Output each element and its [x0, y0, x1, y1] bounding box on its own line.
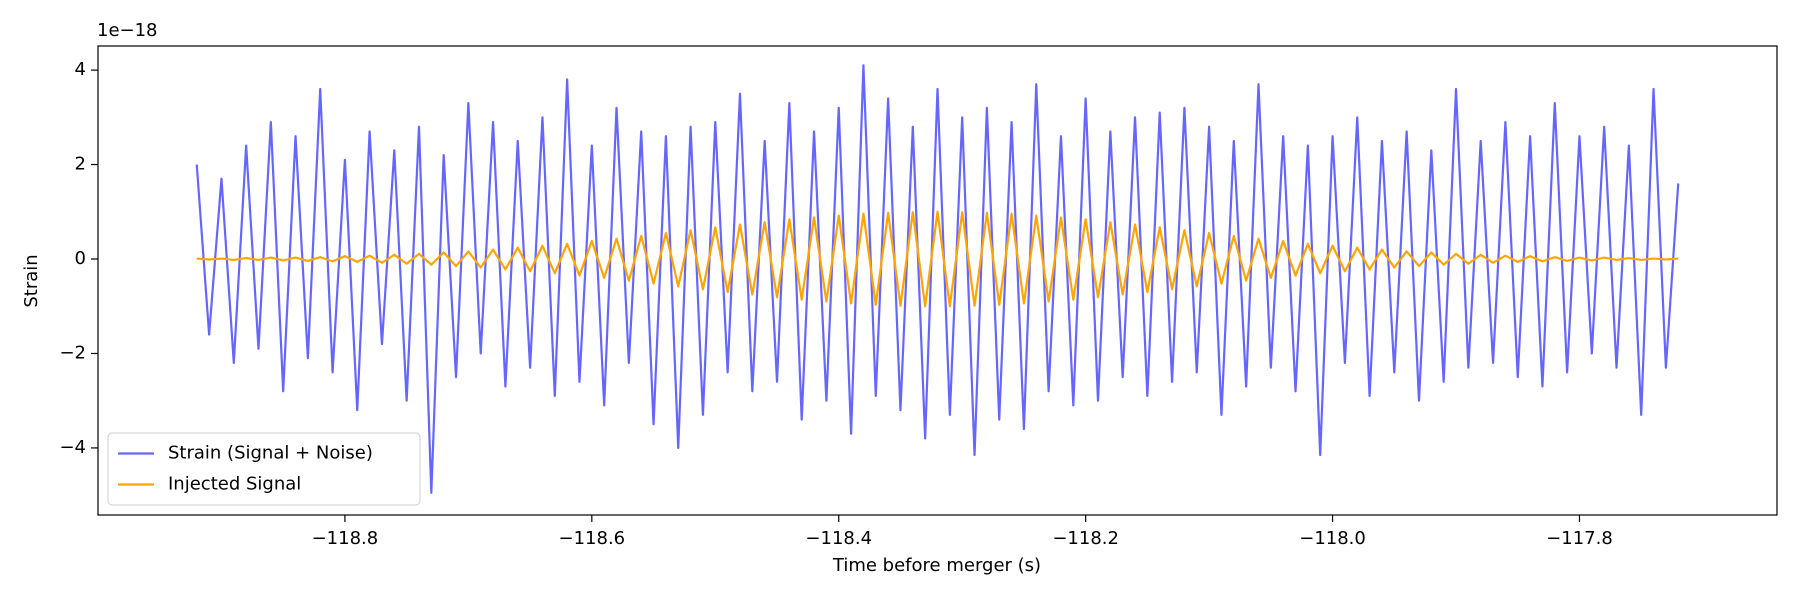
x-tick-label: −118.6 — [559, 528, 626, 549]
y-axis-label: Strain — [21, 254, 42, 307]
x-tick-label: −118.2 — [1052, 528, 1119, 549]
y-tick-label: 2 — [75, 154, 86, 175]
y-tick-label: −4 — [59, 437, 86, 458]
legend: Strain (Signal + Noise) Injected Signal — [107, 432, 421, 506]
legend-label: Strain (Signal + Noise) — [168, 443, 373, 464]
x-tick-label: −117.8 — [1546, 528, 1613, 549]
offset-label: 1e−18 — [97, 20, 158, 41]
y-tick-label: −2 — [59, 342, 86, 363]
legend-label: Injected Signal — [168, 474, 301, 495]
x-tick-label: −118.0 — [1299, 528, 1366, 549]
y-tick-label: 0 — [75, 248, 86, 269]
x-tick-label: −118.8 — [312, 528, 379, 549]
y-tick-label: 4 — [75, 59, 86, 80]
legend-box — [107, 432, 421, 506]
x-tick-label: −118.4 — [805, 528, 872, 549]
series-line — [195, 64, 1680, 494]
x-axis-label: Time before merger (s) — [832, 555, 1041, 576]
series-line — [196, 210, 1679, 308]
plot-frame — [97, 45, 1778, 516]
